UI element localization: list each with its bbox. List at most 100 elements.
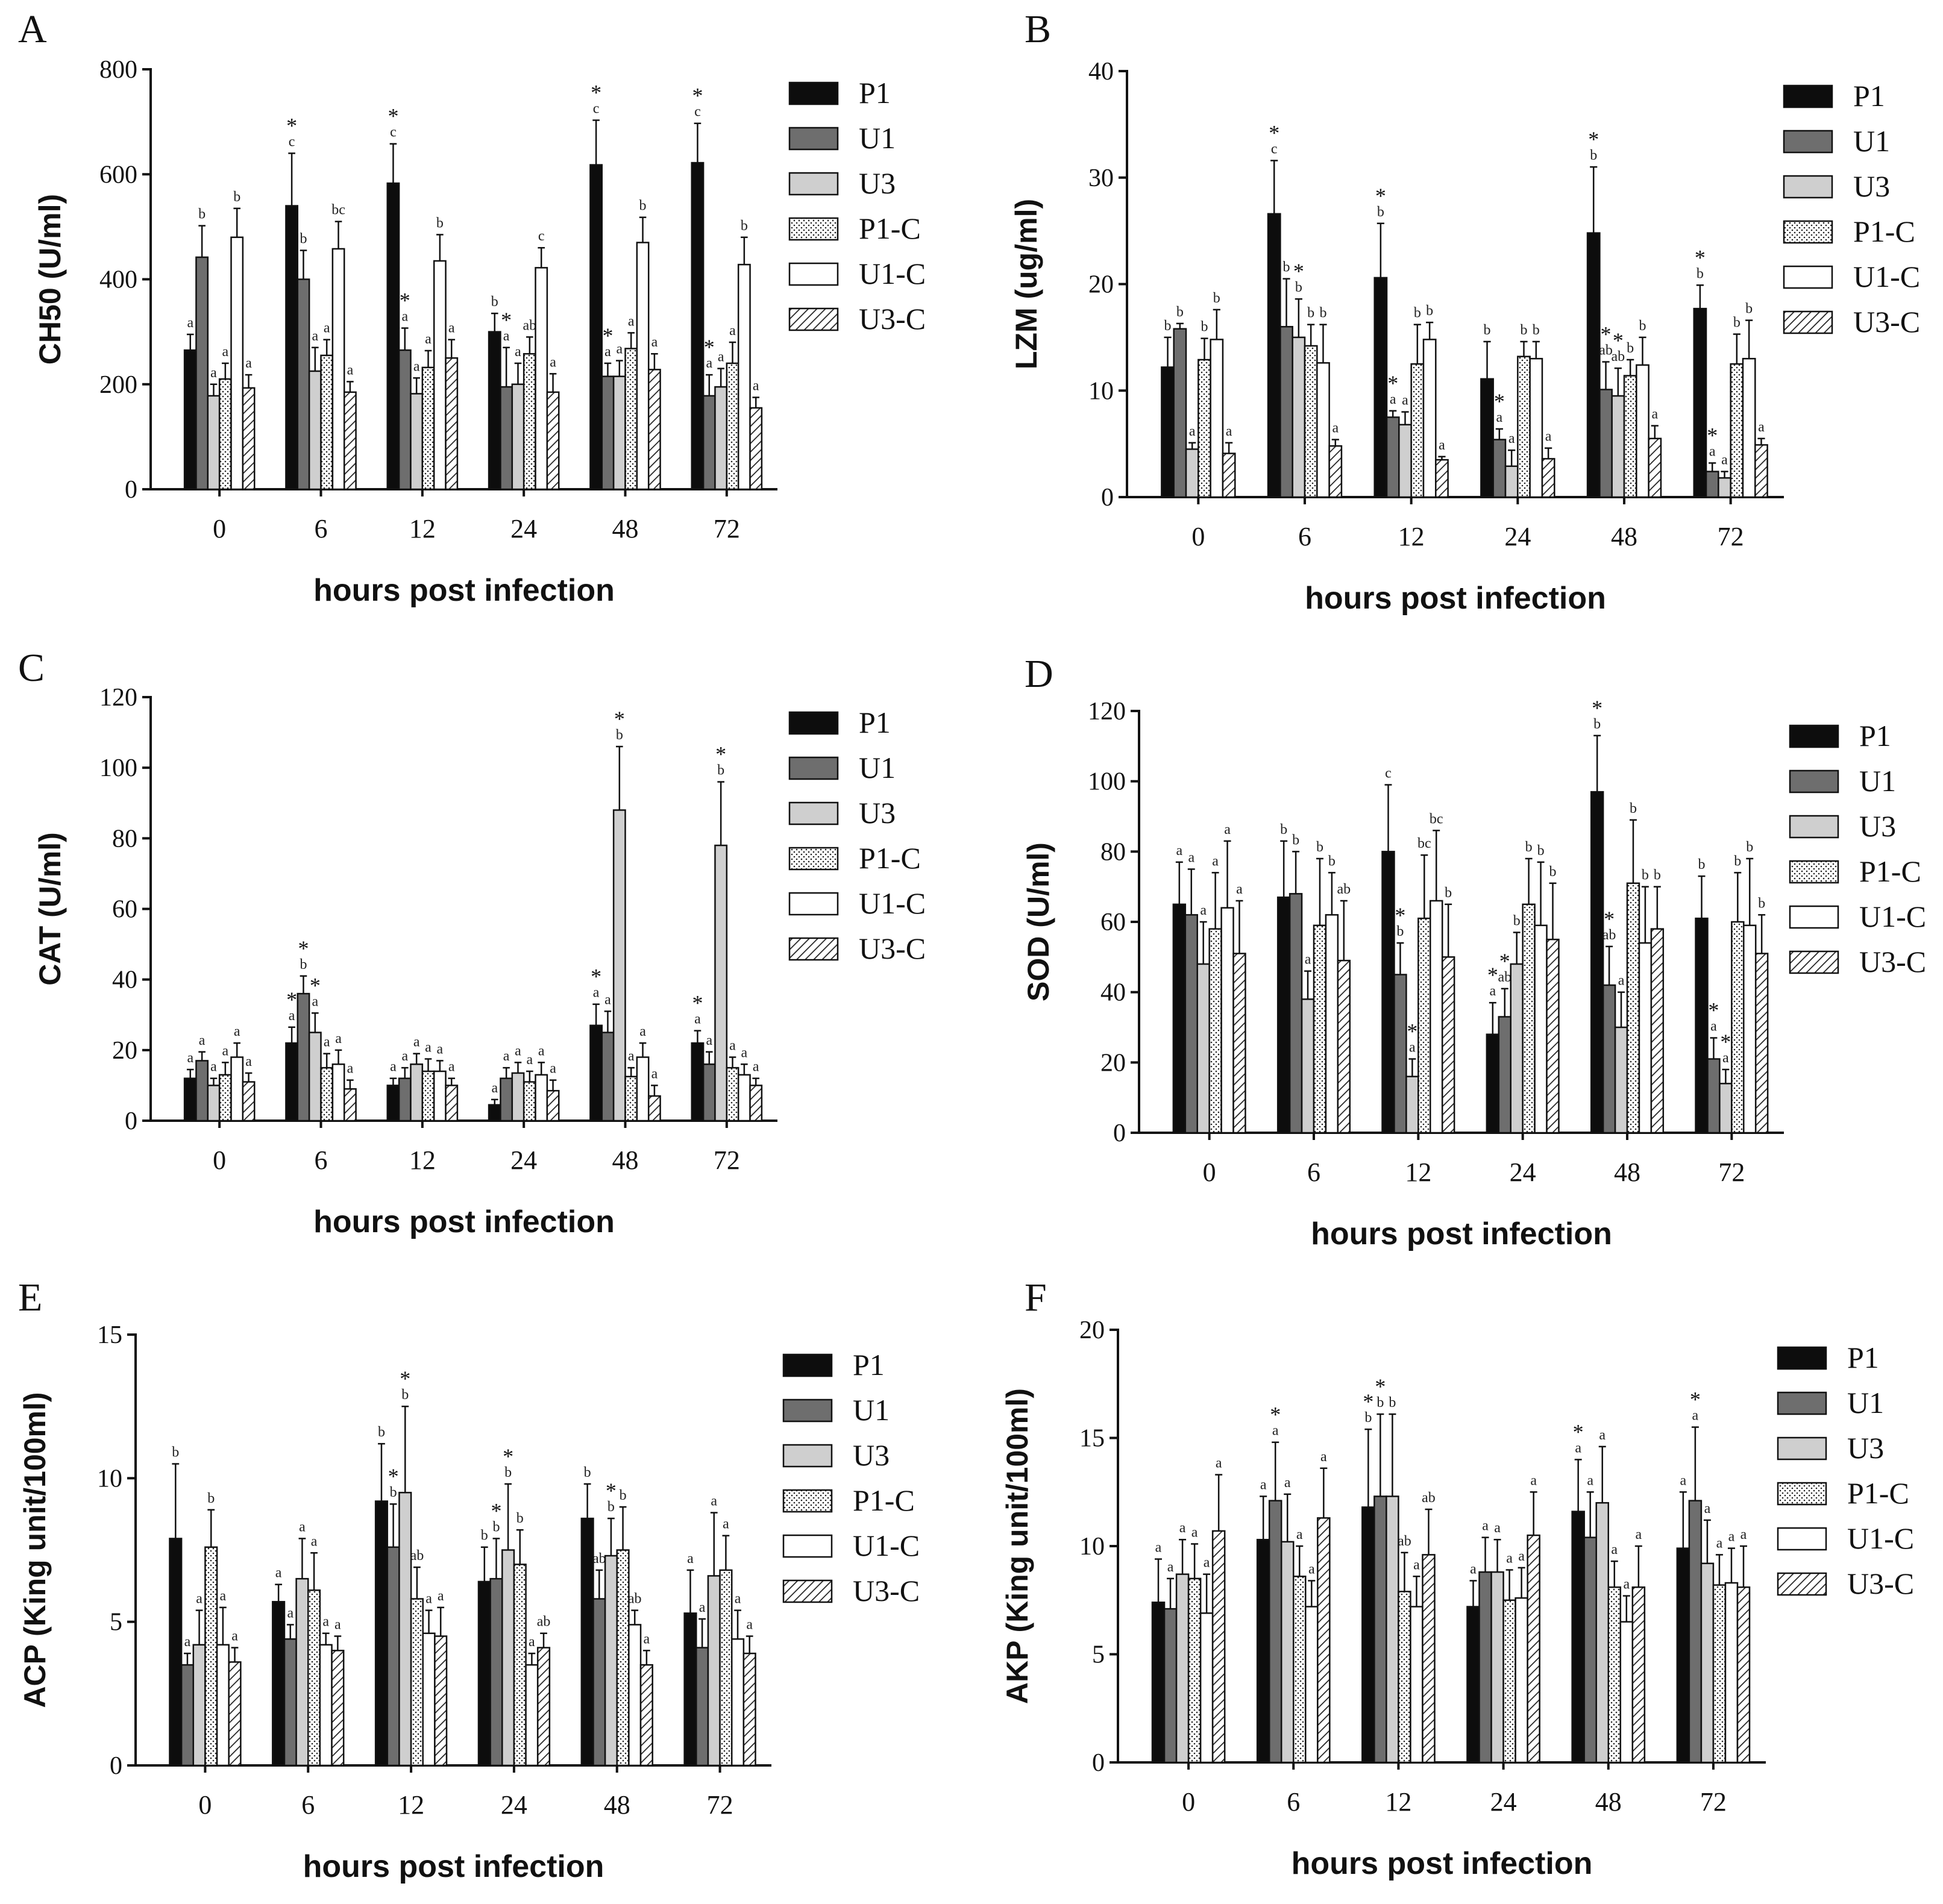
bar-u1 bbox=[1583, 1536, 1597, 1764]
bar-u3-c bbox=[242, 387, 256, 490]
significance-letter: a bbox=[1575, 1440, 1581, 1456]
significance-letter: b bbox=[1520, 322, 1527, 338]
bar-u1 bbox=[398, 1077, 412, 1122]
significance-letter: c bbox=[694, 104, 701, 120]
y-tick-label: 0 bbox=[1113, 1120, 1126, 1147]
bar-p1-c bbox=[204, 1546, 218, 1767]
significance-letter: a bbox=[334, 1617, 341, 1633]
y-tick-label: 80 bbox=[1100, 838, 1126, 866]
significance-letter: b bbox=[1414, 305, 1421, 321]
significance-letter: b bbox=[1376, 1395, 1384, 1411]
y-tick-label: 40 bbox=[112, 966, 137, 994]
significance-letter: a bbox=[515, 344, 521, 360]
significance-letter: a bbox=[694, 1012, 701, 1027]
significance-letter: a bbox=[199, 1033, 206, 1048]
significance-letter: a bbox=[1188, 850, 1194, 866]
bar-u3-c bbox=[546, 1089, 560, 1122]
bar-p1 bbox=[386, 1085, 400, 1122]
bar-u1-c bbox=[737, 1074, 751, 1122]
significance-letter: a bbox=[1216, 1456, 1222, 1471]
x-tick-label: 48 bbox=[1595, 1787, 1622, 1817]
y-tick-label: 80 bbox=[112, 825, 137, 853]
significance-letter: b bbox=[1654, 868, 1661, 883]
significance-letter: a bbox=[1320, 1449, 1327, 1465]
bar-u3-c bbox=[1546, 938, 1560, 1134]
legend-label: P1 bbox=[1859, 719, 1891, 753]
significance-letter: b bbox=[1292, 832, 1299, 848]
significance-letter: a bbox=[651, 334, 658, 350]
bar-u3 bbox=[398, 1491, 412, 1767]
significance-star: * bbox=[1407, 1019, 1417, 1044]
legend-swatch bbox=[788, 756, 839, 780]
legend-swatch bbox=[1777, 1346, 1827, 1370]
bar-u3 bbox=[1504, 465, 1519, 498]
x-tick-label: 72 bbox=[1700, 1787, 1727, 1817]
significance-letter: b bbox=[172, 1445, 179, 1461]
significance-star: * bbox=[591, 81, 601, 105]
bar-p1-c bbox=[1208, 928, 1222, 1134]
significance-letter: b bbox=[1484, 322, 1491, 338]
bar-u3 bbox=[1196, 963, 1210, 1134]
x-tick-label: 24 bbox=[1490, 1787, 1517, 1817]
legend-label: U1-C bbox=[1847, 1521, 1914, 1555]
legend-swatch bbox=[782, 1579, 833, 1603]
y-tick-label: 100 bbox=[99, 754, 137, 782]
significance-letter: b bbox=[1389, 1395, 1396, 1411]
significance-letter: a bbox=[1305, 952, 1311, 968]
legend-swatch bbox=[1789, 815, 1839, 839]
bar-p1-c bbox=[218, 1074, 232, 1122]
significance-letter: a bbox=[1508, 431, 1515, 446]
significance-letter: a bbox=[639, 1024, 646, 1039]
significance-letter: a bbox=[491, 1080, 498, 1096]
y-tick-label: 40 bbox=[1100, 979, 1126, 1007]
legend-swatch bbox=[1789, 724, 1839, 748]
y-axis-label: CAT (U/ml) bbox=[33, 832, 67, 986]
bar-p1-c bbox=[1731, 921, 1745, 1134]
significance-letter: a bbox=[1496, 410, 1503, 425]
significance-letter: b bbox=[1316, 839, 1323, 855]
legend-label: P1 bbox=[859, 706, 891, 739]
bar-u3-c bbox=[1650, 928, 1665, 1134]
significance-star: * bbox=[1720, 1030, 1731, 1054]
significance-star: * bbox=[614, 707, 625, 731]
significance-star: * bbox=[1604, 907, 1615, 931]
y-tick-label: 0 bbox=[125, 1107, 137, 1135]
y-tick-label: 20 bbox=[1079, 1317, 1105, 1344]
significance-letter: a bbox=[1587, 1473, 1593, 1488]
bar-u1-c bbox=[1529, 357, 1543, 498]
bar-u1 bbox=[1184, 914, 1198, 1134]
bar-u1-c bbox=[1305, 1606, 1319, 1764]
significance-letter: a bbox=[401, 309, 408, 325]
significance-letter: c bbox=[1271, 141, 1278, 157]
bar-u1-c bbox=[433, 1070, 447, 1122]
legend-label: P1-C bbox=[853, 1483, 915, 1517]
bar-p1 bbox=[1361, 1506, 1375, 1764]
x-tick-label: 72 bbox=[707, 1790, 733, 1820]
y-axis-label: AKP (King unit/100ml) bbox=[1000, 1388, 1034, 1704]
bar-u1 bbox=[1478, 1571, 1492, 1764]
bar-u3 bbox=[1280, 1541, 1295, 1764]
significance-star: * bbox=[1690, 1388, 1701, 1412]
bar-p1 bbox=[183, 1077, 197, 1122]
bar-u3 bbox=[714, 844, 728, 1122]
legend-swatch bbox=[1789, 769, 1839, 794]
legend-label: P1-C bbox=[1847, 1476, 1909, 1510]
bar-u1-c bbox=[433, 260, 447, 490]
significance-star: * bbox=[1708, 998, 1719, 1022]
legend-label: U3-C bbox=[1859, 945, 1926, 979]
significance-letter: b bbox=[1627, 340, 1634, 356]
significance-star: * bbox=[1387, 371, 1398, 395]
significance-letter: b bbox=[233, 189, 240, 205]
significance-letter: a bbox=[1409, 1040, 1416, 1056]
bar-u3-c bbox=[1441, 956, 1455, 1134]
significance-letter: ab bbox=[1398, 1533, 1411, 1549]
significance-letter: ab bbox=[1422, 1490, 1436, 1506]
y-tick-label: 40 bbox=[1088, 58, 1114, 86]
bar-u3-c bbox=[434, 1635, 448, 1767]
bar-u3-c bbox=[228, 1661, 242, 1767]
significance-letter: a bbox=[1191, 1524, 1198, 1540]
significance-star: * bbox=[1588, 127, 1599, 151]
bar-p1 bbox=[1571, 1511, 1585, 1764]
significance-letter: a bbox=[1611, 1542, 1618, 1558]
bar-u3 bbox=[192, 1644, 206, 1767]
